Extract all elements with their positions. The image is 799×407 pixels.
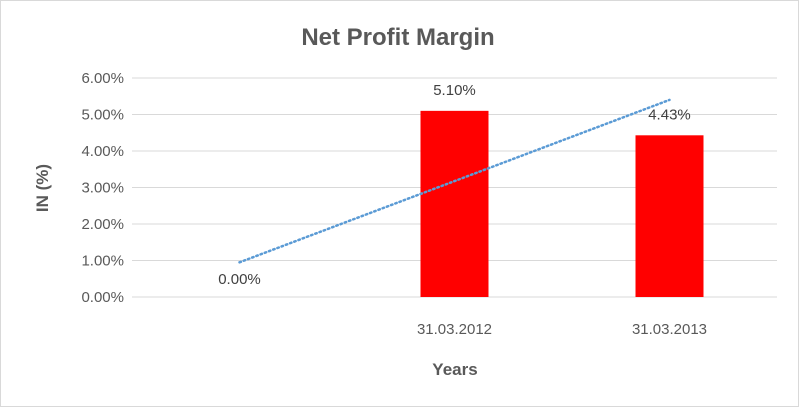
- data-labels: 0.00% 5.10% 4.43%: [218, 82, 691, 288]
- trendline-layer: [238, 98, 671, 264]
- y-tick-label: 0.00%: [81, 289, 124, 306]
- x-tick-label: 31.03.2013: [632, 321, 707, 338]
- chart-title: Net Profit Margin: [301, 24, 494, 51]
- trendline: [238, 98, 671, 264]
- x-axis-title: Years: [432, 360, 477, 379]
- x-axis-ticks: 31.03.2012 31.03.2013: [417, 321, 707, 338]
- y-tick-label: 2.00%: [81, 216, 124, 233]
- bars: [420, 110, 704, 297]
- y-tick-label: 1.00%: [81, 253, 124, 270]
- y-tick-label: 4.00%: [81, 143, 124, 160]
- y-tick-label: 3.00%: [81, 180, 124, 197]
- y-tick-label: 5.00%: [81, 107, 124, 124]
- bar: [420, 110, 489, 297]
- data-label: 5.10%: [433, 82, 476, 99]
- data-label: 4.43%: [648, 106, 691, 123]
- bar: [635, 135, 704, 297]
- data-label: 0.00%: [218, 271, 261, 288]
- y-axis-title: IN (%): [33, 164, 52, 212]
- y-tick-label: 6.00%: [81, 70, 124, 87]
- y-axis-ticks: 0.00% 1.00% 2.00% 3.00% 4.00% 5.00% 6.00%: [81, 70, 124, 306]
- x-tick-label: 31.03.2012: [417, 321, 492, 338]
